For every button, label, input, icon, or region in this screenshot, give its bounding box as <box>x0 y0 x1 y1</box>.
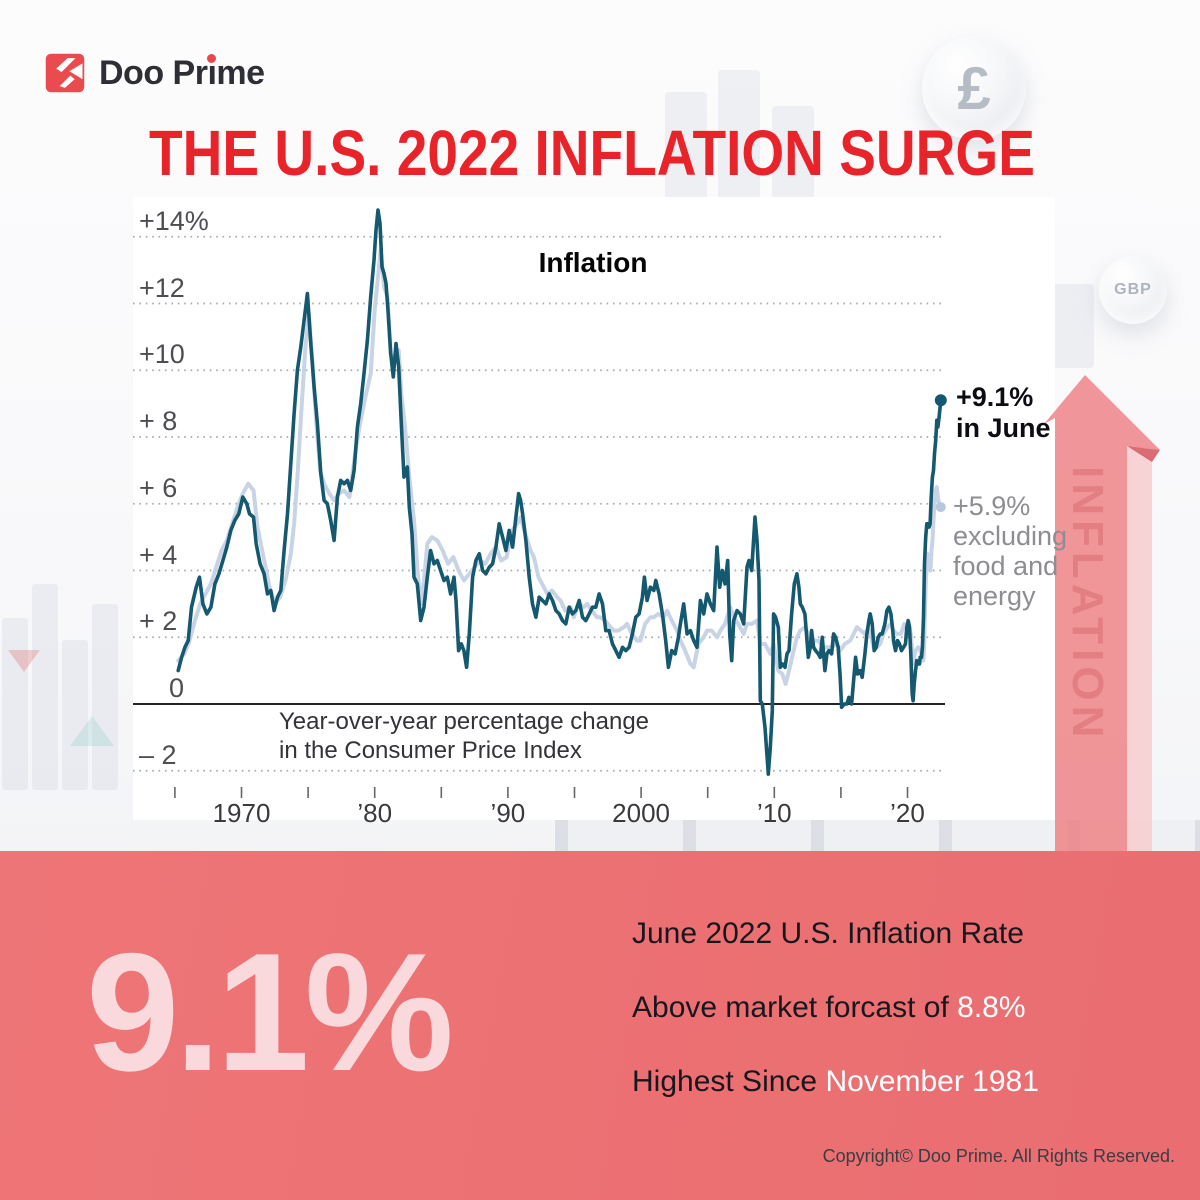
gbp-label: GBP <box>1114 281 1152 298</box>
inflation-arrow-shape <box>1044 375 1160 851</box>
headline-cpi-annotation: +9.1% in June <box>956 382 1051 444</box>
bg-bar-2 <box>32 584 58 790</box>
inflation-arrow-label: INFLATION <box>1063 466 1112 743</box>
y-axis-label-8: + 8 <box>139 406 178 436</box>
bg-bar-3 <box>62 640 88 790</box>
x-axis-label-1970: 1970 <box>212 798 271 828</box>
chart-caption-line1: Year-over-year percentage change <box>279 708 650 735</box>
y-axis-label-12: +12 <box>139 272 185 303</box>
big-inflation-value: 9.1% <box>86 918 454 1106</box>
logo-text-pre: Doo Pr <box>99 53 208 92</box>
y-axis-label-14: +14% <box>139 205 209 236</box>
headline-cpi-value: +9.1% <box>956 382 1034 412</box>
y-axis-label--2: – 2 <box>139 739 177 770</box>
y-axis-label-4: + 4 <box>139 539 178 570</box>
x-axis-label-1980: ’80 <box>357 798 393 828</box>
chart-caption-line2: in the Consumer Price Index <box>279 737 582 764</box>
bg-bar-1 <box>2 618 28 790</box>
down-triangle-decor <box>8 650 40 672</box>
x-axis-label-1990: ’90 <box>490 798 526 828</box>
stat-line-3-text: Highest Since <box>632 1065 826 1098</box>
y-axis-label-2: + 2 <box>139 606 178 637</box>
core-cpi-value: +5.9% <box>953 491 1031 521</box>
y-axis-label-0: 0 <box>139 673 185 703</box>
stat-line-2-accent: 8.8% <box>957 991 1026 1024</box>
stat-line-2-text: Above market forcast of <box>632 991 958 1024</box>
core-cpi-note-line2: food and <box>953 551 1059 581</box>
logo-text-i: ı <box>207 53 217 92</box>
chart-caption: Year-over-year percentage change in the … <box>279 707 649 765</box>
headline-cpi-date: in June <box>956 413 1051 443</box>
doo-prime-logo: Doo Prıme <box>44 52 265 94</box>
inflation-arrow: INFLATION <box>1020 372 1200 851</box>
series-cpi-excluding-food-and-energy <box>176 248 943 686</box>
pound-symbol: £ <box>957 54 991 122</box>
series-end-dot <box>935 502 946 513</box>
stats-text-block: June 2022 U.S. Inflation Rate Above mark… <box>632 917 1039 1139</box>
chart-series-label: Inflation <box>538 247 648 278</box>
y-axis-label-6: + 6 <box>139 472 178 503</box>
series-cpi-all-items <box>176 208 943 776</box>
x-axis-label-2010: ’10 <box>756 798 792 828</box>
stat-line-1: June 2022 U.S. Inflation Rate <box>632 917 1024 950</box>
logo-text-post: me <box>216 53 265 92</box>
doo-prime-logo-icon <box>45 53 85 93</box>
page-title: THE U.S. 2022 INFLATION SURGE <box>148 117 1035 189</box>
bg-block-3 <box>772 106 814 204</box>
series-end-dot <box>934 394 947 407</box>
stat-line-3: Highest Since November 1981 <box>632 1065 1039 1139</box>
core-cpi-annotation: +5.9% excluding food and energy <box>953 491 1067 611</box>
x-axis-label-2020: ’20 <box>890 798 925 828</box>
stats-band <box>0 851 1200 1200</box>
stat-line-3-accent: November 1981 <box>825 1065 1039 1098</box>
gbp-coin-icon: GBP <box>1099 256 1167 324</box>
copyright-notice: Copyright© Doo Prime. All Rights Reserve… <box>822 1146 1175 1166</box>
doo-prime-logo-text: Doo Prıme <box>99 53 265 93</box>
core-cpi-note-line3: energy <box>953 581 1036 611</box>
y-axis-label-10: +10 <box>139 339 185 370</box>
bg-bar-4 <box>92 604 118 790</box>
inflation-chart-panel: Inflation Year-over-year percentage chan… <box>133 197 1055 828</box>
inflation-chart-svg <box>133 208 947 798</box>
x-axis-label-2000: 2000 <box>612 798 671 828</box>
bg-block-1 <box>665 92 707 204</box>
core-cpi-note-line1: excluding <box>953 521 1068 551</box>
bg-block-2 <box>718 70 760 204</box>
stat-line-2: Above market forcast of 8.8% <box>632 991 1039 1065</box>
up-triangle-decor <box>70 716 114 746</box>
pound-coin-icon: £ <box>922 36 1026 140</box>
